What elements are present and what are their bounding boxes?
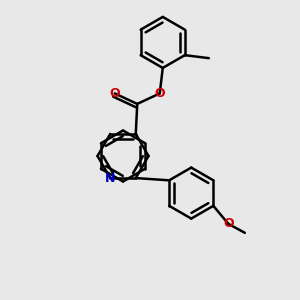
Text: O: O [110,87,120,100]
Text: O: O [223,217,234,230]
Text: N: N [105,172,116,184]
Text: O: O [154,87,165,100]
